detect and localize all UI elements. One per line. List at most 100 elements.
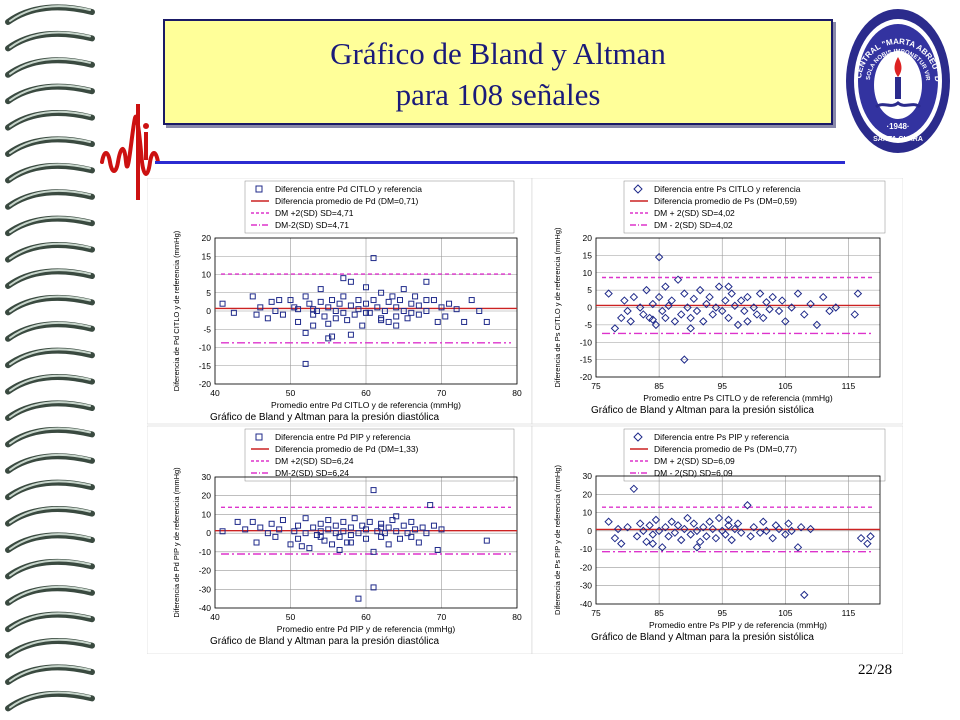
- data-point: [689, 294, 699, 304]
- data-point: [378, 533, 385, 540]
- data-point: [408, 518, 415, 525]
- data-point: [740, 306, 749, 316]
- spiral-coil-highlight: [9, 691, 91, 709]
- data-point: [705, 292, 714, 302]
- data-point: [626, 317, 635, 326]
- data-point: [670, 317, 680, 326]
- data-point: [793, 543, 803, 552]
- legend-label: Diferencia entre Ps PIP y referencia: [654, 432, 789, 442]
- data-point: [423, 278, 430, 285]
- data-point: [378, 289, 385, 296]
- data-point: [632, 532, 642, 541]
- data-point: [253, 311, 260, 318]
- data-point: [385, 524, 392, 531]
- data-point: [699, 522, 708, 532]
- data-point: [476, 308, 483, 314]
- data-point: [604, 517, 613, 526]
- data-point: [332, 522, 339, 529]
- legend-label: DM + 2(SD) SD=4,02: [654, 208, 735, 218]
- data-point: [796, 522, 806, 532]
- spiral-coil-highlight: [9, 612, 91, 630]
- data-point: [759, 517, 768, 526]
- data-point: [298, 543, 305, 550]
- data-point: [366, 518, 373, 525]
- data-point: [295, 306, 302, 313]
- data-point: [658, 306, 667, 316]
- data-point: [695, 537, 705, 547]
- data-point: [658, 543, 667, 552]
- x-tick-label: 85: [654, 608, 664, 618]
- logo-icon: [100, 104, 160, 200]
- y-tick-label: 0: [587, 303, 592, 313]
- legend-box: [623, 180, 886, 234]
- data-point: [385, 298, 392, 305]
- data-point: [340, 293, 347, 300]
- data-point: [264, 530, 271, 537]
- data-point: [344, 539, 351, 546]
- data-point: [325, 335, 332, 342]
- data-point: [683, 513, 692, 523]
- data-point: [321, 313, 328, 320]
- data-point: [762, 298, 771, 307]
- data-point: [736, 528, 746, 537]
- data-point: [400, 522, 407, 529]
- data-point: [276, 526, 283, 533]
- x-tick-label: 70: [437, 612, 447, 622]
- x-tick-label: 40: [210, 388, 220, 398]
- data-point: [370, 548, 377, 555]
- data-point: [806, 524, 815, 534]
- data-point: [359, 522, 366, 529]
- data-point: [287, 297, 294, 304]
- data-point: [483, 537, 490, 544]
- plot-area: [595, 237, 881, 378]
- data-point: [363, 535, 369, 542]
- data-point: [654, 292, 664, 302]
- data-point: [755, 289, 765, 298]
- x-tick-label: 95: [717, 381, 727, 391]
- data-point: [812, 320, 822, 330]
- legend-label: DM - 2(SD) SD=6,09: [654, 468, 733, 478]
- data-point: [317, 520, 324, 527]
- data-point: [287, 541, 294, 548]
- x-tick-label: 40: [210, 612, 220, 622]
- data-point: [321, 537, 328, 544]
- legend: Diferencia entre Ps PIP y referencia Dife…: [623, 428, 886, 482]
- data-point: [423, 308, 430, 314]
- data-point: [434, 318, 441, 325]
- data-point: [427, 502, 434, 509]
- data-point: [351, 515, 358, 522]
- data-point: [381, 308, 388, 314]
- y-tick-label: 0: [206, 528, 211, 538]
- data-point: [768, 292, 777, 302]
- data-point: [219, 528, 226, 535]
- data-point: [768, 533, 777, 543]
- data-point: [253, 539, 260, 546]
- data-point: [787, 526, 796, 536]
- data-point: [667, 517, 676, 526]
- data-point: [272, 533, 279, 540]
- data-point: [279, 311, 286, 318]
- data-point: [759, 313, 768, 323]
- data-point: [257, 524, 264, 531]
- data-point: [793, 289, 803, 298]
- y-tick-label: 20: [202, 233, 212, 243]
- data-point: [340, 528, 347, 535]
- data-point: [781, 530, 790, 539]
- data-point: [724, 282, 733, 291]
- data-point: [680, 355, 689, 364]
- data-point: [438, 304, 445, 311]
- y-tick-label: -20: [580, 372, 593, 382]
- data-point: [617, 539, 626, 548]
- data-point: [347, 539, 354, 546]
- plot-area: [214, 476, 518, 609]
- data-point: [714, 513, 724, 523]
- spiral-coil-highlight: [9, 506, 91, 524]
- data-point: [705, 517, 714, 526]
- data-point: [718, 306, 727, 316]
- data-point: [347, 302, 354, 309]
- y-tick-label: -20: [199, 566, 212, 576]
- spiral-coil-highlight: [9, 454, 91, 471]
- spiral-coil-highlight: [9, 190, 91, 207]
- data-point: [461, 318, 468, 325]
- legend-label: DM - 2(SD) SD=4,02: [654, 220, 733, 230]
